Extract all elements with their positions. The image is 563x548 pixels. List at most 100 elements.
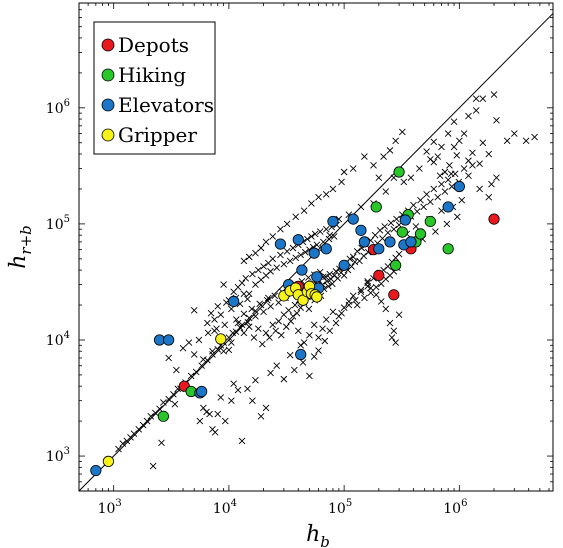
background-point-marker bbox=[488, 180, 495, 188]
background-point-marker bbox=[357, 288, 365, 296]
background-point-marker bbox=[393, 215, 400, 223]
background-point-marker bbox=[249, 270, 256, 278]
background-point-marker bbox=[272, 327, 280, 335]
background-point-marker bbox=[236, 324, 244, 331]
background-point-marker bbox=[472, 95, 480, 102]
series-points-layer bbox=[90, 166, 500, 477]
background-point-marker bbox=[257, 244, 265, 252]
background-point-marker bbox=[326, 327, 334, 335]
background-point-marker bbox=[245, 290, 253, 298]
background-point-marker bbox=[465, 112, 472, 120]
background-point-marker bbox=[321, 337, 329, 345]
background-point-marker bbox=[346, 255, 354, 263]
background-point-marker bbox=[503, 137, 511, 145]
background-point-marker bbox=[233, 316, 240, 323]
background-point-marker bbox=[315, 193, 322, 201]
background-point-marker bbox=[315, 334, 322, 341]
legend-marker-gripper bbox=[101, 128, 115, 142]
background-point-marker bbox=[165, 354, 172, 362]
background-point-marker bbox=[390, 327, 398, 335]
x-tick-label: 105 bbox=[328, 498, 352, 517]
background-point-marker bbox=[179, 344, 187, 352]
elevators-point bbox=[320, 243, 332, 255]
legend-label-depots: Depots bbox=[118, 33, 189, 57]
background-point-marker bbox=[252, 376, 259, 384]
background-point-marker bbox=[277, 331, 285, 339]
background-point-marker bbox=[353, 248, 361, 255]
background-point-marker bbox=[204, 329, 212, 337]
background-point-marker bbox=[277, 225, 284, 233]
hiking-point bbox=[390, 259, 402, 271]
background-point-marker bbox=[485, 193, 493, 201]
background-point-marker bbox=[315, 347, 322, 354]
background-point-marker bbox=[438, 143, 445, 151]
hiking-point bbox=[414, 228, 427, 240]
background-point-marker bbox=[367, 284, 374, 292]
background-point-marker bbox=[225, 334, 233, 341]
plot-frame bbox=[78, 2, 554, 492]
y-tick-label: 103 bbox=[46, 446, 70, 465]
background-point-marker bbox=[329, 185, 337, 193]
background-point-marker bbox=[244, 295, 251, 303]
background-point-marker bbox=[382, 188, 390, 195]
background-point-marker bbox=[185, 339, 193, 346]
background-point-marker bbox=[319, 325, 326, 333]
background-point-marker bbox=[420, 203, 427, 211]
background-point-marker bbox=[196, 417, 204, 425]
background-point-marker bbox=[263, 296, 271, 304]
elevators-point bbox=[358, 236, 371, 248]
background-point-marker bbox=[364, 279, 371, 287]
background-point-marker bbox=[356, 257, 363, 265]
background-point-marker bbox=[340, 168, 348, 176]
background-point-marker bbox=[316, 228, 324, 235]
background-point-marker bbox=[345, 298, 353, 305]
background-point-marker bbox=[310, 353, 318, 360]
background-point-marker bbox=[269, 255, 277, 263]
background-point-marker bbox=[245, 323, 253, 331]
background-point-marker bbox=[266, 334, 273, 341]
background-point-marker bbox=[240, 257, 248, 265]
background-point-marker bbox=[364, 278, 371, 285]
background-point-marker bbox=[390, 225, 398, 233]
background-point-marker bbox=[340, 272, 348, 279]
background-point-marker bbox=[286, 257, 294, 265]
legend-marker-depots bbox=[101, 38, 115, 52]
background-point-marker bbox=[469, 149, 476, 157]
background-point-marker bbox=[214, 302, 222, 310]
background-point-marker bbox=[293, 309, 301, 317]
elevators-point bbox=[347, 213, 359, 225]
background-point-marker bbox=[277, 251, 284, 259]
background-point-marker bbox=[381, 223, 389, 230]
background-point-marker bbox=[300, 207, 308, 214]
background-point-marker bbox=[423, 190, 430, 198]
background-point-marker bbox=[372, 283, 380, 291]
background-point-marker bbox=[198, 362, 205, 370]
background-point-marker bbox=[329, 308, 337, 316]
background-point-marker bbox=[173, 366, 180, 374]
background-point-marker bbox=[190, 351, 198, 358]
background-point-marker bbox=[119, 440, 127, 447]
background-point-marker bbox=[220, 347, 227, 355]
background-point-marker bbox=[351, 296, 359, 304]
background-point-marker bbox=[220, 281, 227, 288]
legend-label-elevators: Elevators bbox=[118, 93, 214, 117]
background-point-marker bbox=[250, 334, 258, 341]
elevators-point bbox=[228, 295, 240, 307]
background-point-marker bbox=[291, 366, 298, 374]
background-point-marker bbox=[213, 325, 220, 333]
background-point-marker bbox=[436, 172, 444, 180]
background-point-marker bbox=[207, 309, 215, 317]
background-point-marker bbox=[234, 319, 242, 327]
background-point-marker bbox=[510, 130, 518, 137]
background-point-marker bbox=[304, 235, 311, 243]
background-point-marker bbox=[485, 150, 493, 158]
background-point-marker bbox=[387, 219, 395, 227]
background-point-marker bbox=[465, 172, 472, 180]
background-point-marker bbox=[325, 282, 332, 290]
legend-label-gripper: Gripper bbox=[118, 123, 197, 147]
background-point-marker bbox=[301, 248, 309, 256]
background-point-marker bbox=[238, 279, 246, 287]
background-point-marker bbox=[443, 220, 451, 228]
background-point-marker bbox=[280, 375, 288, 383]
